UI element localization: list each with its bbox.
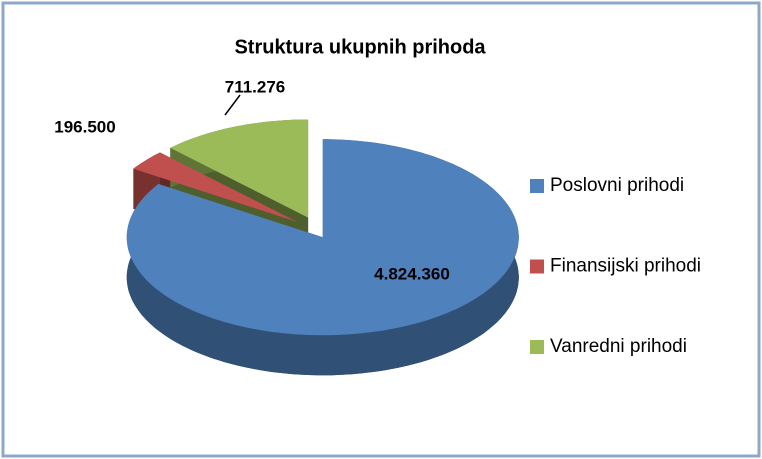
- legend-swatch: [530, 179, 544, 193]
- leader-line: [224, 94, 241, 116]
- data-label: 196.500: [54, 117, 115, 136]
- chart-title: Struktura ukupnih prihoda: [234, 36, 486, 58]
- slice: [126, 139, 519, 336]
- legend-label: Finansijski prihodi: [550, 256, 701, 277]
- legend-label: Poslovni prihodi: [550, 175, 684, 196]
- data-label: 4.824.360: [374, 264, 450, 283]
- legend-swatch: [530, 340, 544, 354]
- legend-label: Vanredni prihodi: [550, 336, 687, 357]
- slice: [133, 152, 298, 223]
- slice: [170, 119, 309, 218]
- data-label: 711.276: [225, 77, 286, 96]
- legend-swatch: [530, 259, 544, 274]
